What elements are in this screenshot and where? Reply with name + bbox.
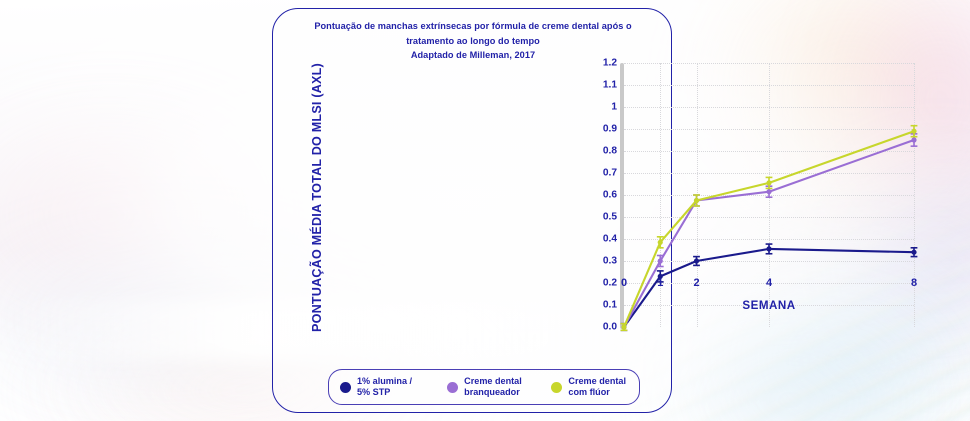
data-point bbox=[766, 246, 772, 252]
y-tick-label: 0.2 bbox=[602, 277, 617, 289]
legend-item-2[interactable]: Creme dental com flúor bbox=[551, 376, 639, 399]
y-axis-line bbox=[620, 63, 624, 329]
plot-area bbox=[620, 63, 918, 332]
x-tick-label: 0 bbox=[620, 277, 628, 289]
legend-label: Creme dental com flúor bbox=[568, 376, 626, 399]
legend-marker-icon bbox=[551, 381, 563, 393]
y-axis-tick-labels: 1.2 1.1 1 0.9 0.8 0.7 0.6 0.5 0.4 0.3 0.2 0.1 0.0 bbox=[589, 9, 617, 414]
series-2 bbox=[620, 124, 918, 332]
y-tick-label: 0.5 bbox=[602, 211, 617, 223]
x-tick-label: 2 bbox=[693, 277, 700, 289]
x-tick-label: 8 bbox=[910, 277, 918, 289]
data-point bbox=[911, 128, 917, 134]
y-tick-label: 0.8 bbox=[602, 145, 617, 157]
legend-label-line: com flúor bbox=[568, 387, 610, 397]
series-lines bbox=[620, 124, 918, 332]
data-point bbox=[766, 180, 772, 186]
y-tick-label: 0.9 bbox=[602, 123, 617, 135]
y-tick-label: 1 bbox=[611, 101, 617, 113]
data-point bbox=[911, 249, 917, 255]
x-tick-label: 1 bbox=[657, 277, 664, 289]
legend-label-line: Creme dental bbox=[464, 375, 522, 386]
chart-card: Pontuação de manchas extrínsecas por fór… bbox=[272, 8, 918, 414]
y-axis-title: PONTUAÇÃO MÉDIA TOTAL DO MLSI (AXL) bbox=[310, 63, 324, 332]
legend-item-0[interactable]: 1% alumina /5% STP bbox=[340, 376, 445, 399]
legend-label-line: branqueador bbox=[464, 387, 520, 397]
x-axis-title: SEMANA bbox=[742, 299, 796, 312]
legend-marker-icon bbox=[447, 381, 459, 393]
chart-legend: 1% alumina /5% STP Creme dental branqueado… bbox=[328, 369, 640, 405]
data-point bbox=[693, 258, 700, 264]
legend-marker-icon bbox=[340, 381, 351, 393]
x-tick-label: 4 bbox=[765, 277, 773, 289]
y-tick-label: 0.0 bbox=[602, 321, 617, 333]
y-tick-label: 0.1 bbox=[602, 299, 617, 311]
legend-label-line: 5% STP bbox=[357, 387, 391, 397]
chart-title-line-2: tratamento ao longo do tempo bbox=[406, 35, 540, 46]
legend-label: 1% alumina /5% STP bbox=[357, 376, 412, 399]
data-point bbox=[911, 137, 917, 143]
chart-title-line-1: Pontuação de manchas extrínsecas por fór… bbox=[314, 21, 632, 31]
y-tick-label: 1.2 bbox=[602, 57, 617, 69]
y-tick-label: 0.6 bbox=[602, 189, 617, 201]
legend-item-1[interactable]: Creme dental branqueador bbox=[447, 376, 549, 399]
gridline-vertical bbox=[660, 63, 662, 327]
legend-label: Creme dental branqueador bbox=[464, 376, 522, 399]
chart-title: Pontuação de manchas extrínsecas por fór… bbox=[291, 19, 655, 63]
y-tick-label: 0.7 bbox=[602, 167, 617, 179]
data-point bbox=[766, 189, 772, 195]
data-point bbox=[657, 239, 663, 245]
data-point bbox=[621, 324, 627, 330]
data-point bbox=[657, 273, 663, 279]
plot-region: PONTUAÇÃO MÉDIA TOTAL DO MLSI (AXL) 1.2 1… bbox=[273, 9, 918, 414]
legend-label-line: 1% alumina / bbox=[357, 375, 413, 386]
legend-label-line: Creme dental bbox=[568, 375, 627, 386]
gridline-vertical bbox=[914, 63, 915, 327]
y-tick-label: 0.4 bbox=[602, 233, 617, 245]
series-line bbox=[622, 130, 916, 329]
y-tick-label: 0.3 bbox=[602, 255, 617, 267]
data-point bbox=[693, 197, 700, 204]
data-point bbox=[657, 258, 663, 264]
y-tick-label: 1.1 bbox=[602, 79, 617, 91]
chart-subtitle: Adaptado de Milleman, 2017 bbox=[410, 50, 536, 60]
